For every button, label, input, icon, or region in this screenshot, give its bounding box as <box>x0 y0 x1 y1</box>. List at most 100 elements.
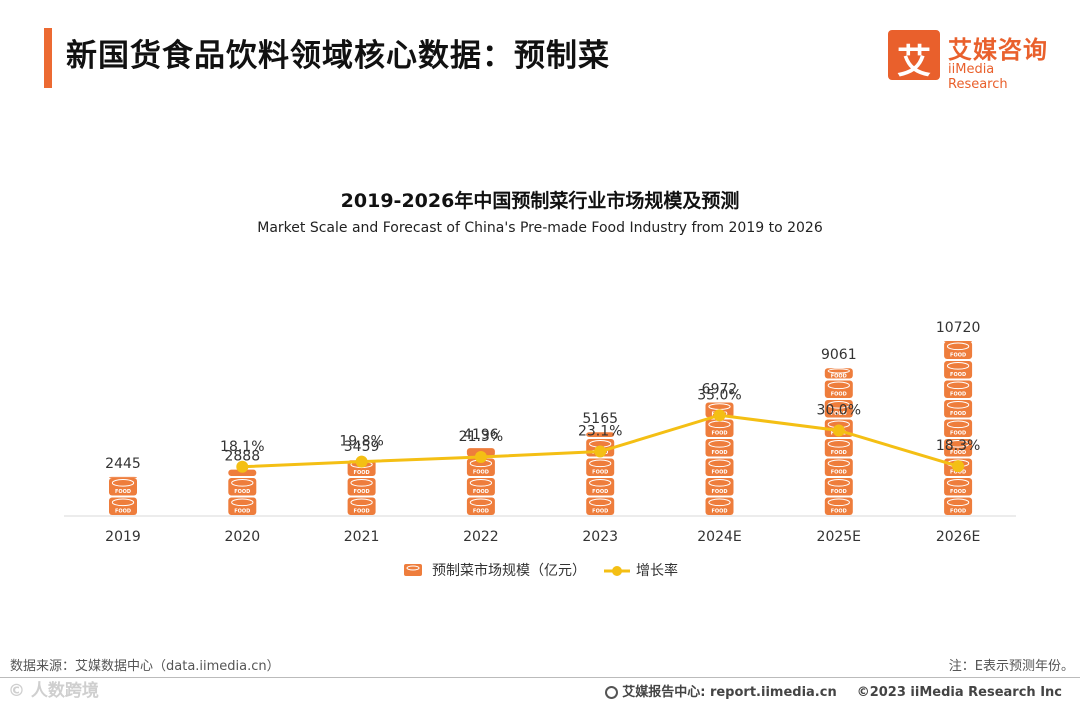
data-source: 数据来源：艾媒数据中心（data.iimedia.cn） <box>10 659 280 674</box>
svg-text:FOOD: FOOD <box>950 508 966 514</box>
svg-text:FOOD: FOOD <box>711 489 727 495</box>
svg-text:FOOD: FOOD <box>831 450 847 456</box>
svg-text:FOOD: FOOD <box>950 450 966 456</box>
legend-line-marker <box>612 566 622 576</box>
food-bowl-icon: FOOD <box>347 497 376 515</box>
svg-text:FOOD: FOOD <box>234 489 250 495</box>
x-tick-label: 2025E <box>817 529 861 545</box>
svg-text:FOOD: FOOD <box>831 411 847 417</box>
svg-text:FOOD: FOOD <box>950 430 966 436</box>
food-bowl-icon: FOOD <box>347 478 376 496</box>
iimedia-logo: 艾 艾媒咨询 iiMedia Research <box>888 30 1058 92</box>
svg-text:FOOD: FOOD <box>592 469 608 475</box>
bar-value-label: 4196 <box>463 427 499 443</box>
footer-divider <box>0 677 1080 678</box>
growth-label: 18.3% <box>936 438 980 454</box>
svg-text:FOOD: FOOD <box>831 391 847 397</box>
growth-label: 19.8% <box>339 434 383 450</box>
svg-text:FOOD: FOOD <box>950 391 966 397</box>
food-bowl-icon <box>109 476 137 478</box>
page-title: 新国货食品饮料领域核心数据：预制菜 <box>66 38 610 74</box>
svg-text:FOOD: FOOD <box>592 489 608 495</box>
report-center-link[interactable]: 艾媒报告中心: report.iimedia.cn <box>622 685 837 700</box>
food-bowl-icon: FOOD <box>824 439 853 457</box>
svg-text:FOOD: FOOD <box>354 489 370 495</box>
growth-label: 23.1% <box>578 424 622 440</box>
svg-text:FOOD: FOOD <box>950 489 966 495</box>
x-tick-label: 2021 <box>344 529 380 545</box>
watermark: © 人数跨境 <box>8 681 99 701</box>
svg-text:FOOD: FOOD <box>234 508 250 514</box>
svg-text:FOOD: FOOD <box>711 430 727 436</box>
chart-subtitle: Market Scale and Forecast of China's Pre… <box>257 220 823 236</box>
food-bowl-icon: FOOD <box>944 400 973 418</box>
svg-text:FOOD: FOOD <box>473 508 489 514</box>
bar-value-label: 5165 <box>582 411 618 427</box>
svg-text:FOOD: FOOD <box>831 469 847 475</box>
svg-text:FOOD: FOOD <box>115 508 131 514</box>
bar-2022: FOOD FOOD FOOD <box>466 448 495 515</box>
food-bowl-icon: FOOD <box>824 478 853 496</box>
legend-bar-icon <box>404 564 422 576</box>
food-bowl-icon: FOOD <box>466 497 495 515</box>
copyright: ©2023 iiMedia Research Inc <box>856 685 1062 700</box>
food-bowl-icon: FOOD <box>228 497 257 515</box>
logo-en-name: iiMedia Research <box>948 62 1008 92</box>
food-bowl-icon: FOOD <box>109 478 137 496</box>
svg-text:FOOD: FOOD <box>831 489 847 495</box>
growth-label: 35.0% <box>697 387 741 403</box>
svg-text:FOOD: FOOD <box>354 508 370 514</box>
x-tick-label: 2020 <box>224 529 260 545</box>
legend-bar-label: 预制菜市场规模（亿元） <box>432 562 586 579</box>
bar-value-label: 2888 <box>224 449 260 465</box>
food-bowl-icon: FOOD <box>586 497 615 515</box>
food-bowl-icon: FOOD <box>944 341 973 359</box>
logo-glyph: 艾 <box>897 42 931 82</box>
bar-2020: FOOD FOOD <box>228 469 257 515</box>
food-bowl-icon: FOOD <box>824 400 853 418</box>
growth-label: 21.3% <box>459 429 503 445</box>
food-bowl-icon: FOOD <box>705 439 734 457</box>
market-scale-chart: FOODFOOD24452019FOODFOOD28882020FOODFOOD… <box>64 320 1016 579</box>
growth-point <box>713 409 726 422</box>
food-bowl-icon: FOOD <box>705 458 734 476</box>
bar-value-label: 10720 <box>936 320 981 336</box>
food-bowl-icon: FOOD <box>705 419 734 437</box>
food-bowl-icon: FOOD <box>944 419 973 437</box>
food-bowl-icon: FOOD <box>586 458 615 476</box>
chart-title: 2019-2026年中国预制菜行业市场规模及预测 <box>340 190 740 212</box>
bar-2026E: FOOD FOOD FOOD FOOD FOOD FOOD FOOD FOOD FOOD <box>944 341 973 515</box>
food-bowl-icon: FOOD <box>944 439 973 457</box>
food-bowl-icon: FOOD <box>705 497 734 515</box>
food-bowl-icon: FOOD <box>586 478 615 496</box>
growth-point <box>952 460 965 473</box>
food-bowl-icon: FOOD <box>824 368 853 379</box>
food-bowl-icon: FOOD <box>824 497 853 515</box>
food-bowl-icon: FOOD <box>944 478 973 496</box>
svg-text:FOOD: FOOD <box>115 489 131 495</box>
svg-text:FOOD: FOOD <box>950 372 966 378</box>
food-bowl-icon: FOOD <box>944 361 973 379</box>
logo-mark: 艾 <box>888 30 940 82</box>
food-bowl-icon <box>944 341 973 342</box>
growth-point <box>355 455 368 468</box>
growth-point <box>236 460 249 473</box>
bar-value-label: 2445 <box>105 456 141 472</box>
svg-text:FOOD: FOOD <box>831 508 847 514</box>
food-bowl-icon <box>586 432 615 437</box>
bar-value-label: 3459 <box>344 439 380 455</box>
food-bowl-icon: FOOD <box>944 497 973 515</box>
growth-point <box>594 445 607 458</box>
food-bowl-icon: FOOD <box>228 478 257 496</box>
svg-text:FOOD: FOOD <box>711 508 727 514</box>
x-tick-label: 2024E <box>697 529 741 545</box>
food-bowl-icon: FOOD <box>109 497 137 515</box>
x-tick-label: 2026E <box>936 529 980 545</box>
growth-label: 18.1% <box>220 439 264 455</box>
bar-2021: FOOD FOOD FOOD <box>347 460 376 515</box>
growth-label: 30.0% <box>817 403 861 419</box>
bar-value-label: 9061 <box>821 347 857 363</box>
globe-icon <box>605 686 619 699</box>
